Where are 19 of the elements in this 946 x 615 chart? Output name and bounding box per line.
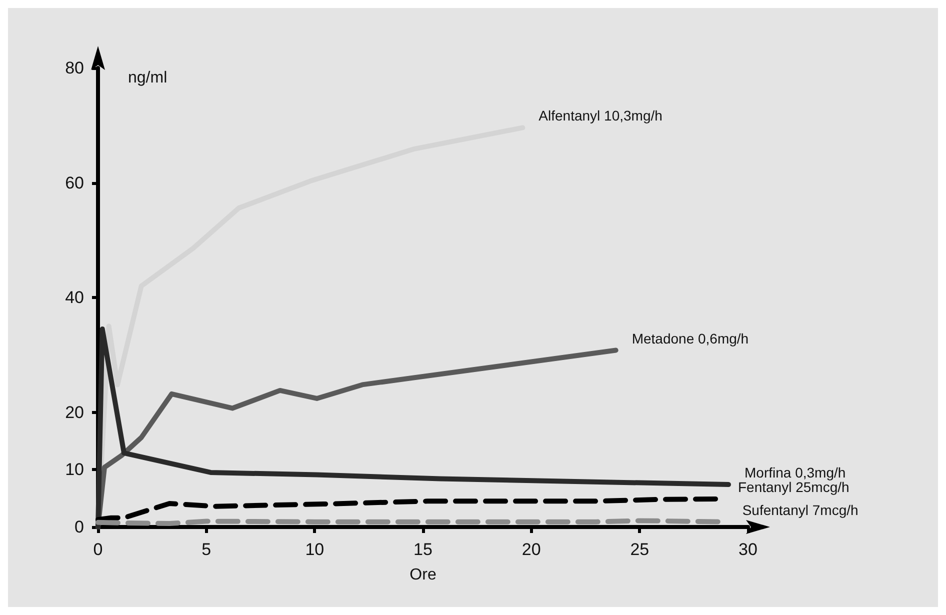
y-tick-label: 60: [65, 173, 84, 192]
x-tick-label: 15: [414, 540, 432, 559]
y-tick-label: 10: [65, 460, 84, 480]
y-tick-label: 20: [65, 402, 84, 422]
y-tick-label: 80: [65, 58, 84, 78]
series-label: Morfina 0,3mg/h: [744, 464, 846, 481]
y-tick-label: 40: [65, 288, 84, 307]
series-label: Sufentanyl 7mcg/h: [742, 502, 858, 518]
x-tick-label: 25: [630, 540, 650, 559]
x-axis-title: Ore: [410, 566, 436, 584]
y-axis-title: ng/ml: [128, 70, 168, 86]
x-tick-label: 30: [738, 540, 758, 559]
x-tick-label: 5: [202, 540, 212, 559]
x-tick-label: 20: [522, 540, 541, 559]
x-tick-label: 10: [305, 540, 324, 559]
x-tick-label: 0: [93, 540, 103, 559]
y-tick-label: 0: [74, 518, 84, 536]
series-label: Alfentanyl 10,3mg/h: [538, 108, 662, 124]
series-label: Metadone 0,6mg/h: [632, 330, 749, 346]
